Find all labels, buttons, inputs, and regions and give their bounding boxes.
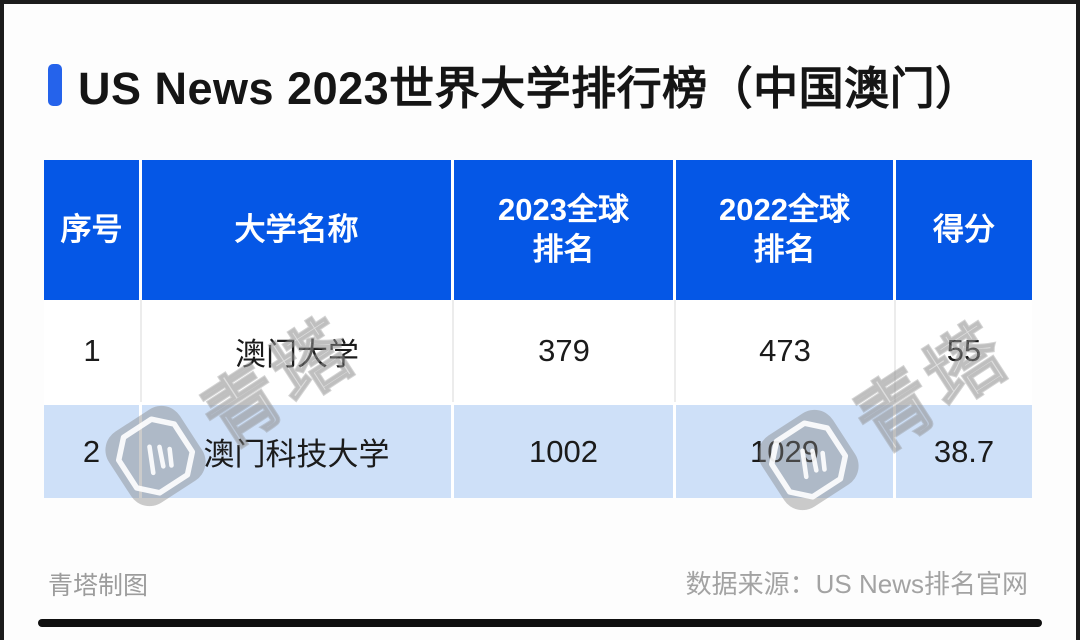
footer-source: 数据来源：US News排名官网 — [685, 569, 1028, 599]
header-cell-rank-2022: 2022全球 排名 — [676, 160, 896, 300]
cell-score: 55 — [946, 333, 982, 368]
cell-rank-2023: 379 — [454, 300, 676, 402]
cell-name: 澳门大学 — [142, 300, 454, 402]
header-cell-name: 大学名称 — [142, 160, 454, 300]
header-cell-index: 序号 — [44, 160, 142, 300]
cell-rank-2023: 1002 — [454, 405, 676, 498]
title-row: US News 2023世界大学排行榜（中国澳门） — [48, 52, 1040, 117]
footer-credit: 青塔制图 — [48, 572, 149, 600]
bottom-bar — [38, 619, 1042, 627]
table-row: 2 澳门科技大学 1002 1029 38.7 — [44, 402, 1032, 498]
cell-name: 澳门科技大学 — [142, 405, 454, 498]
page-title: US News 2023世界大学排行榜（中国澳门） — [78, 63, 981, 114]
cell-rank-2022: 473 — [676, 300, 896, 402]
ranking-table: 序号 大学名称 2023全球 排名 2022全球 排名 得分 1 澳门大学 37… — [44, 160, 1032, 498]
title-accent-bar — [48, 63, 62, 106]
cell-index: 2 — [44, 405, 142, 498]
header-cell-score: 得分 — [933, 211, 995, 247]
table-row: 1 澳门大学 379 473 55 — [44, 300, 1032, 402]
table-header-row: 序号 大学名称 2023全球 排名 2022全球 排名 得分 — [44, 160, 1032, 300]
cell-score: 38.7 — [933, 433, 995, 469]
header-cell-rank-2023: 2023全球 排名 — [454, 160, 676, 300]
cell-rank-2022: 1029 — [676, 405, 896, 498]
cell-index: 1 — [44, 300, 142, 402]
